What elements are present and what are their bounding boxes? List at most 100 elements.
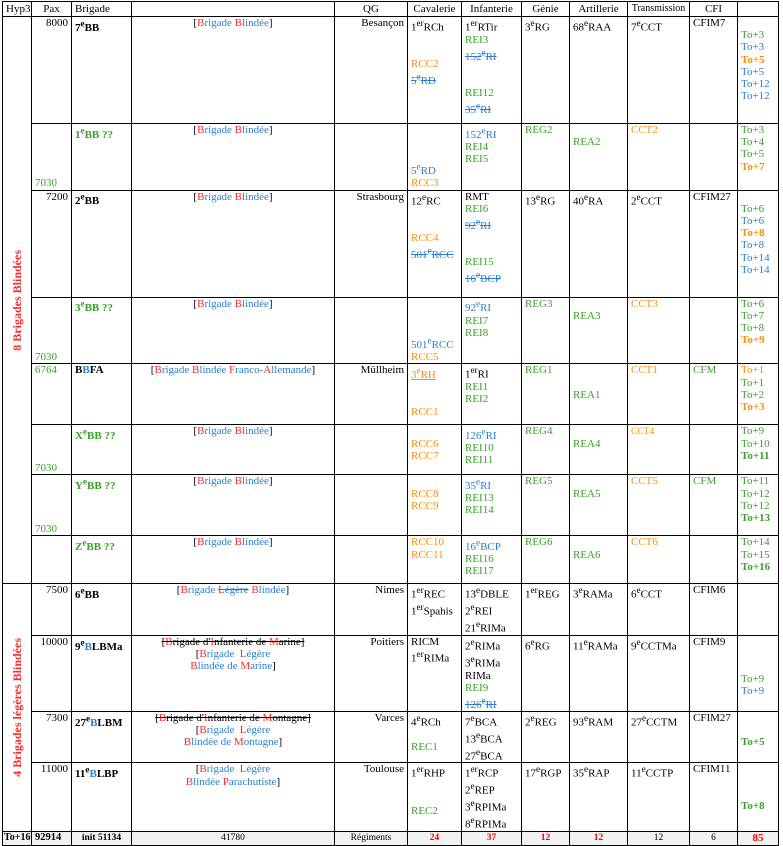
brigade-name: [Brigade Blindée] [131, 189, 335, 298]
header-cfi: CFI [689, 1, 738, 17]
header-cavalerie: Cavalerie [407, 1, 462, 17]
cav-cell: 501eRCC RCC5 [407, 296, 462, 365]
cav-cell: 3eRH RCC1 [407, 363, 462, 426]
qg-cell [334, 424, 408, 476]
art-cell: REA4 [569, 424, 628, 476]
header-brigade: Brigade [71, 1, 132, 17]
qg-cell: Müllheim [334, 363, 408, 426]
cav-cell: RCC10 RCC11 [407, 535, 462, 585]
footer-cfi: 6 [689, 830, 738, 846]
header-genie: Génie [521, 1, 570, 17]
trans-cell: 9eCCTMa [627, 634, 690, 712]
brigade-cell: 2eBB [71, 189, 132, 298]
art-cell: REA6 [569, 535, 628, 585]
pax-cell: 8000 [31, 16, 72, 124]
to-cell: To+9 To+9 [737, 634, 779, 712]
art-cell: REA5 [569, 474, 628, 537]
pax-cell: 7030 [31, 123, 72, 191]
inf-cell: 1erRTir REI3 152eRI REI12 35eRI [461, 16, 522, 124]
trans-cell: CCT4 [627, 424, 690, 476]
brigade-name: [Brigade Blindée] [131, 424, 335, 476]
brigade-name: [Brigade Blindée] [131, 16, 335, 124]
cfi-cell: CFM [689, 363, 738, 426]
cav-cell: 1erRCh RCC2 5eRD [407, 16, 462, 124]
pax-cell: 7300 [31, 710, 72, 764]
header-artillerie: Artillerie [569, 1, 628, 17]
trans-cell: 2eCCT [627, 189, 690, 298]
art-cell: 3eRAMa [569, 583, 628, 636]
cfi-cell: CFIM7 [689, 16, 738, 124]
trans-cell: CCT6 [627, 535, 690, 585]
trans-cell: CCT1 [627, 363, 690, 426]
art-cell: REA2 [569, 123, 628, 191]
trans-cell: CCT5 [627, 474, 690, 537]
qg-cell: Besançon [334, 16, 408, 124]
trans-cell: CCT2 [627, 123, 690, 191]
gen-cell: REG4 [521, 424, 570, 476]
footer-row: To+16 92914 init 51134 41780 Régiments 2… [2, 830, 779, 846]
footer-trans: 12 [627, 830, 690, 846]
qg-cell: Nimes [334, 583, 408, 636]
to-cell: To+6 To+6 To+8 To+8 To+14 To+14 [737, 189, 779, 298]
brigade-name: [Brigade Blindée] [131, 296, 335, 365]
gen-cell: REG2 [521, 123, 570, 191]
header-row: Hyp3 Pax Brigade QG Cavalerie Infanterie… [2, 1, 779, 17]
cav-cell: 5eRD RCC3 [407, 123, 462, 191]
gen-cell: 17eRGP [521, 762, 570, 832]
cfi-cell: CFIM11 [689, 762, 738, 832]
pax-cell: 6764 [31, 363, 72, 426]
qg-cell: Varces [334, 710, 408, 764]
gen-cell: REG3 [521, 296, 570, 365]
cav-cell: 4eRCh REC1 [407, 710, 462, 764]
inf-cell: 1erRI REI1 REI2 [461, 363, 522, 426]
side-label-8bb: 8 Brigades Blindées [2, 15, 32, 585]
cfi-cell: CFM [689, 474, 738, 537]
inf-cell: 152eRI REI4 REI5 [461, 123, 522, 191]
gen-cell: REG6 [521, 535, 570, 585]
header-blank [131, 1, 335, 17]
brigade-name: [Brigade Blindée] [131, 535, 335, 585]
footer-mid: 41780 [131, 830, 335, 846]
inf-cell: 7eBCA 13eBCA 27eBCA [461, 710, 522, 764]
footer-inf: 37 [461, 830, 522, 846]
gen-cell: REG1 [521, 363, 570, 426]
table-row: ZeBB ?? [Brigade Blindée] RCC10 RCC11 16e… [3, 535, 779, 585]
art-cell: 93eRAM [569, 710, 628, 764]
trans-cell: 7eCCT [627, 16, 690, 124]
art-cell: 68eRAA [569, 16, 628, 124]
trans-cell: CCT3 [627, 296, 690, 365]
to-cell: To+3 To+3 To+5 To+5 To+12 To+12 [737, 16, 779, 124]
gen-cell: 13eRG [521, 189, 570, 298]
cfi-cell [689, 424, 738, 476]
cav-cell: 12eRC RCC4 501eRCC [407, 189, 462, 298]
to-cell: To+5 [737, 710, 779, 764]
inf-cell: 35eRI REI13 REI14 [461, 474, 522, 537]
table-row: 7030 3eBB ?? [Brigade Blindée] 501eRCC RC… [3, 296, 779, 365]
footer-init: init 51134 [71, 830, 132, 846]
brigade-cell: ZeBB ?? [71, 535, 132, 585]
inf-cell: RMT REI6 92eRI REI15 16eBCP [461, 189, 522, 298]
cfi-cell [689, 123, 738, 191]
brigade-cell: 6eBB [71, 583, 132, 636]
art-cell: 35eRAP [569, 762, 628, 832]
footer-gen: 12 [521, 830, 570, 846]
to-cell: To+11 To+12 To+12 To+13 [737, 474, 779, 537]
pax-cell: 7030 [31, 424, 72, 476]
gen-cell: 3eRG [521, 16, 570, 124]
to-cell: To+8 [737, 762, 779, 832]
qg-cell: Poitiers [334, 634, 408, 712]
footer-art: 12 [569, 830, 628, 846]
cav-cell: RICM 1erRIMa [407, 634, 462, 712]
footer-total: 85 [737, 830, 779, 846]
footer-pax: 92914 [31, 830, 72, 846]
brigade-name: [Brigade d'Infanterie de Marine] [Brigade… [131, 634, 335, 712]
brigade-cell: 27eBLBM [71, 710, 132, 764]
trans-cell: 27eCCTM [627, 710, 690, 764]
cfi-cell: CFIM27 [689, 710, 738, 764]
pax-cell: 7200 [31, 189, 72, 298]
trans-cell: 6eCCT [627, 583, 690, 636]
table-row: 8 Brigades Blindées 8000 7eBB [Brigade B… [2, 15, 779, 585]
header-qg: QG [334, 1, 408, 17]
inf-cell: 126eRI REI10 REI11 [461, 424, 522, 476]
